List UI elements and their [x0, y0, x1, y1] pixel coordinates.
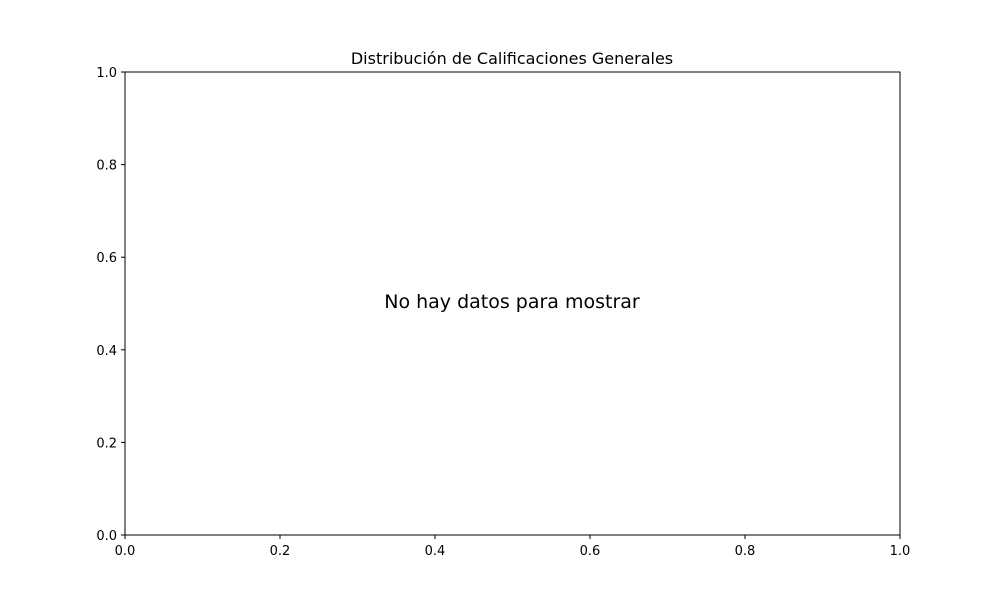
y-tick-label: 0.2	[96, 436, 117, 451]
x-tick-label: 0.6	[580, 544, 601, 559]
x-tick-label: 0.0	[115, 544, 136, 559]
plot-area-frame	[124, 71, 901, 536]
y-tick-label: 0.0	[96, 529, 117, 544]
y-tick-label: 1.0	[96, 66, 117, 81]
empty-data-message: No hay datos para mostrar	[384, 291, 640, 313]
x-tick-label: 0.2	[270, 544, 291, 559]
x-tick-label: 0.8	[735, 544, 756, 559]
x-tick-label: 1.0	[890, 544, 911, 559]
x-axis: 0.0 0.2 0.4 0.6 0.8 1.0	[115, 535, 911, 559]
x-tick-label: 0.4	[425, 544, 446, 559]
y-tick-label: 0.8	[96, 159, 117, 174]
y-tick-label: 0.6	[96, 251, 117, 266]
y-axis: 0.0 0.2 0.4 0.6 0.8 1.0	[96, 66, 125, 544]
y-tick-label: 0.4	[96, 344, 117, 359]
chart-title: Distribución de Calificaciones Generales	[351, 49, 673, 68]
